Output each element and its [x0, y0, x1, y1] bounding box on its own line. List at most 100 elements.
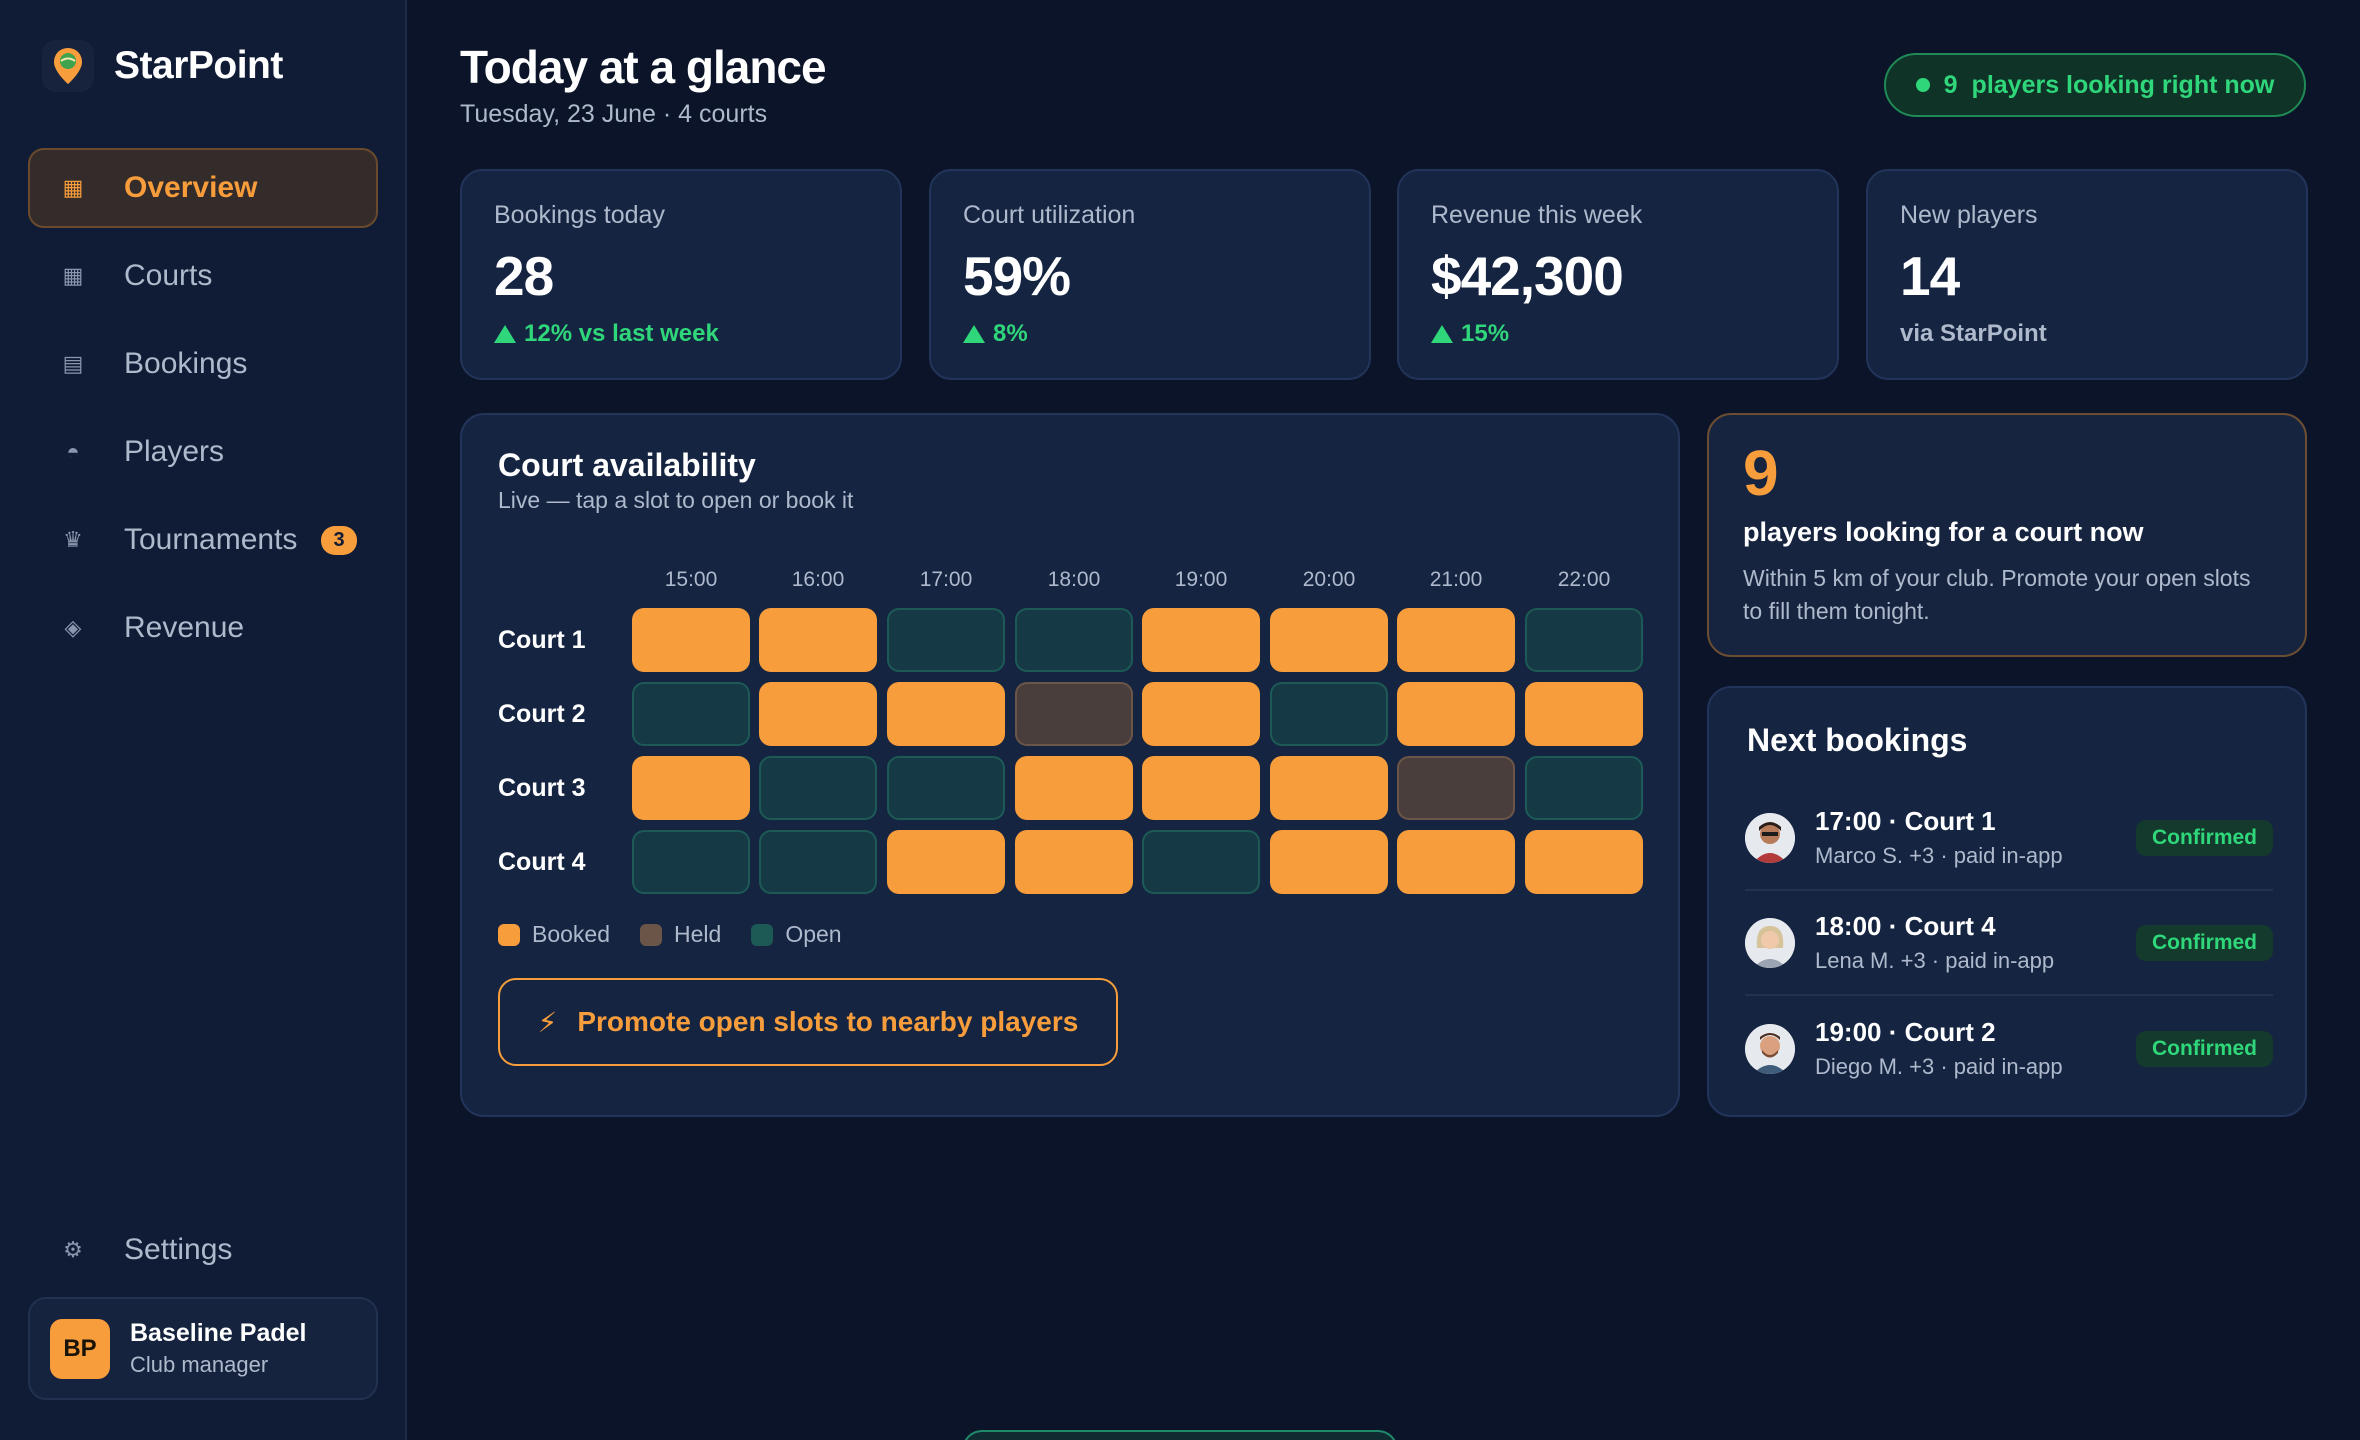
- slot-open[interactable]: [759, 756, 877, 820]
- stat-value: $42,300: [1431, 245, 1624, 307]
- page-subtitle: Tuesday, 23 June · 4 courts: [460, 100, 768, 128]
- slot-open[interactable]: [1525, 756, 1643, 820]
- sidebar-item-tournaments[interactable]: ♛ Tournaments 3: [28, 500, 378, 580]
- stat-card-new-players: New players 14 via StarPoint: [1866, 169, 2308, 380]
- slot-held[interactable]: [1397, 756, 1515, 820]
- sidebar-item-settings[interactable]: ⚙ Settings: [28, 1210, 378, 1290]
- avatar: [1745, 1023, 1795, 1074]
- sidebar-item-players[interactable]: ◓ Players: [28, 412, 378, 492]
- slot-booked[interactable]: [1142, 682, 1260, 746]
- court-label: Court 1: [498, 626, 586, 654]
- time-label: 15:00: [664, 568, 718, 591]
- sidebar-item-label: Overview: [124, 171, 258, 204]
- stat-delta: via StarPoint: [1900, 320, 2274, 348]
- legend-label: Booked: [532, 921, 611, 947]
- time-label: 17:00: [919, 568, 973, 591]
- slot-open[interactable]: [1142, 830, 1260, 894]
- trend-up-icon: [494, 325, 516, 343]
- sidebar-item-label: Courts: [124, 259, 213, 292]
- page-title: Today at a glance: [460, 41, 827, 93]
- stat-label: Bookings today: [494, 201, 665, 229]
- live-count: 9: [1943, 70, 1958, 99]
- court-label: Court 3: [498, 774, 586, 802]
- avatar: [1745, 812, 1795, 863]
- stat-value: 59%: [963, 245, 1071, 307]
- court-availability-card: Court availability Live — tap a slot to …: [460, 413, 1680, 1117]
- stat-delta: 12% vs last week: [494, 320, 868, 348]
- slot-booked[interactable]: [1397, 608, 1515, 672]
- next-bookings-title: Next bookings: [1747, 722, 1968, 758]
- map-pin-icon: [42, 40, 94, 92]
- slot-open[interactable]: [759, 830, 877, 894]
- status-badge: Confirmed: [2136, 819, 2273, 856]
- booking-row[interactable]: 17:00 · Court 1 Marco S. +3 · paid in-ap…: [1745, 786, 2273, 891]
- time-label: 18:00: [1047, 568, 1101, 591]
- players-looking-card[interactable]: 9 players looking for a court now Within…: [1707, 413, 2307, 657]
- slot-open[interactable]: [887, 608, 1005, 672]
- looking-count: 9: [1743, 437, 1779, 509]
- club-avatar: BP: [50, 1318, 110, 1379]
- booking-subtitle: Diego M. +3 · paid in-app: [1815, 1054, 2063, 1079]
- availability-title: Court availability: [498, 447, 756, 483]
- court-label: Court 4: [498, 848, 586, 876]
- gear-icon: ⚙: [63, 1237, 83, 1262]
- slot-open[interactable]: [632, 830, 750, 894]
- trophy-icon: ♛: [63, 527, 83, 552]
- stat-card-utilization: Court utilization 59% 8%: [929, 169, 1371, 380]
- slot-booked[interactable]: [887, 682, 1005, 746]
- tournaments-count-badge: 3: [321, 525, 357, 555]
- sidebar-item-revenue[interactable]: ◈ Revenue: [28, 588, 378, 668]
- legend-item: Booked: [498, 921, 610, 948]
- booking-title: 19:00 · Court 2: [1815, 1017, 1996, 1047]
- slot-booked[interactable]: [1525, 682, 1643, 746]
- legend-item: Held: [640, 921, 721, 948]
- booking-row[interactable]: 18:00 · Court 4 Lena M. +3 · paid in-app…: [1745, 891, 2273, 996]
- legend-label: Open: [785, 921, 842, 947]
- slot-booked[interactable]: [887, 830, 1005, 894]
- slot-booked[interactable]: [1525, 830, 1643, 894]
- slot-booked[interactable]: [1142, 608, 1260, 672]
- legend-item: Open: [751, 921, 842, 948]
- time-label: 16:00: [791, 568, 845, 591]
- slot-booked[interactable]: [759, 608, 877, 672]
- slot-booked[interactable]: [1397, 682, 1515, 746]
- booking-subtitle: Marco S. +3 · paid in-app: [1815, 843, 2063, 868]
- slot-open[interactable]: [887, 756, 1005, 820]
- slot-booked[interactable]: [1397, 830, 1515, 894]
- club-name: Baseline Padel: [130, 1319, 307, 1347]
- slot-open[interactable]: [1015, 608, 1133, 672]
- slot-booked[interactable]: [1270, 830, 1388, 894]
- booking-row[interactable]: 19:00 · Court 2 Diego M. +3 · paid in-ap…: [1745, 996, 2273, 1101]
- slot-booked[interactable]: [1270, 756, 1388, 820]
- promote-open-slots-button[interactable]: ⚡ Promote open slots to nearby players: [498, 978, 1118, 1066]
- booking-title: 18:00 · Court 4: [1815, 911, 1996, 941]
- slot-booked[interactable]: [1270, 608, 1388, 672]
- brand[interactable]: StarPoint: [42, 40, 283, 92]
- sidebar-item-courts[interactable]: ▦ Courts: [28, 236, 378, 316]
- legend-label: Held: [674, 921, 722, 947]
- legend-swatch: [498, 923, 520, 946]
- stat-delta-text: 15%: [1461, 320, 1510, 347]
- legend-swatch: [640, 923, 663, 946]
- slot-open[interactable]: [1525, 608, 1643, 672]
- slot-open[interactable]: [632, 682, 750, 746]
- time-label: 20:00: [1302, 568, 1356, 591]
- calendar-icon: ▤: [62, 351, 84, 376]
- club-account-card[interactable]: BP Baseline Padel Club manager: [28, 1297, 378, 1400]
- trend-up-icon: [963, 325, 985, 343]
- players-looking-pill[interactable]: 9 players looking right now: [1884, 53, 2306, 117]
- court-label: Court 2: [498, 700, 586, 728]
- slot-open[interactable]: [1270, 682, 1388, 746]
- slot-booked[interactable]: [1142, 756, 1260, 820]
- grid-icon: ▦: [62, 175, 84, 200]
- looking-title: players looking for a court now: [1743, 517, 2144, 547]
- slot-booked[interactable]: [632, 756, 750, 820]
- slot-booked[interactable]: [1015, 756, 1133, 820]
- slot-held[interactable]: [1015, 682, 1133, 746]
- sidebar-item-overview[interactable]: ▦ Overview: [28, 148, 378, 228]
- stat-value: 14: [1900, 245, 1960, 307]
- sidebar-item-bookings[interactable]: ▤ Bookings: [28, 324, 378, 404]
- slot-booked[interactable]: [759, 682, 877, 746]
- slot-booked[interactable]: [632, 608, 750, 672]
- slot-booked[interactable]: [1015, 830, 1133, 894]
